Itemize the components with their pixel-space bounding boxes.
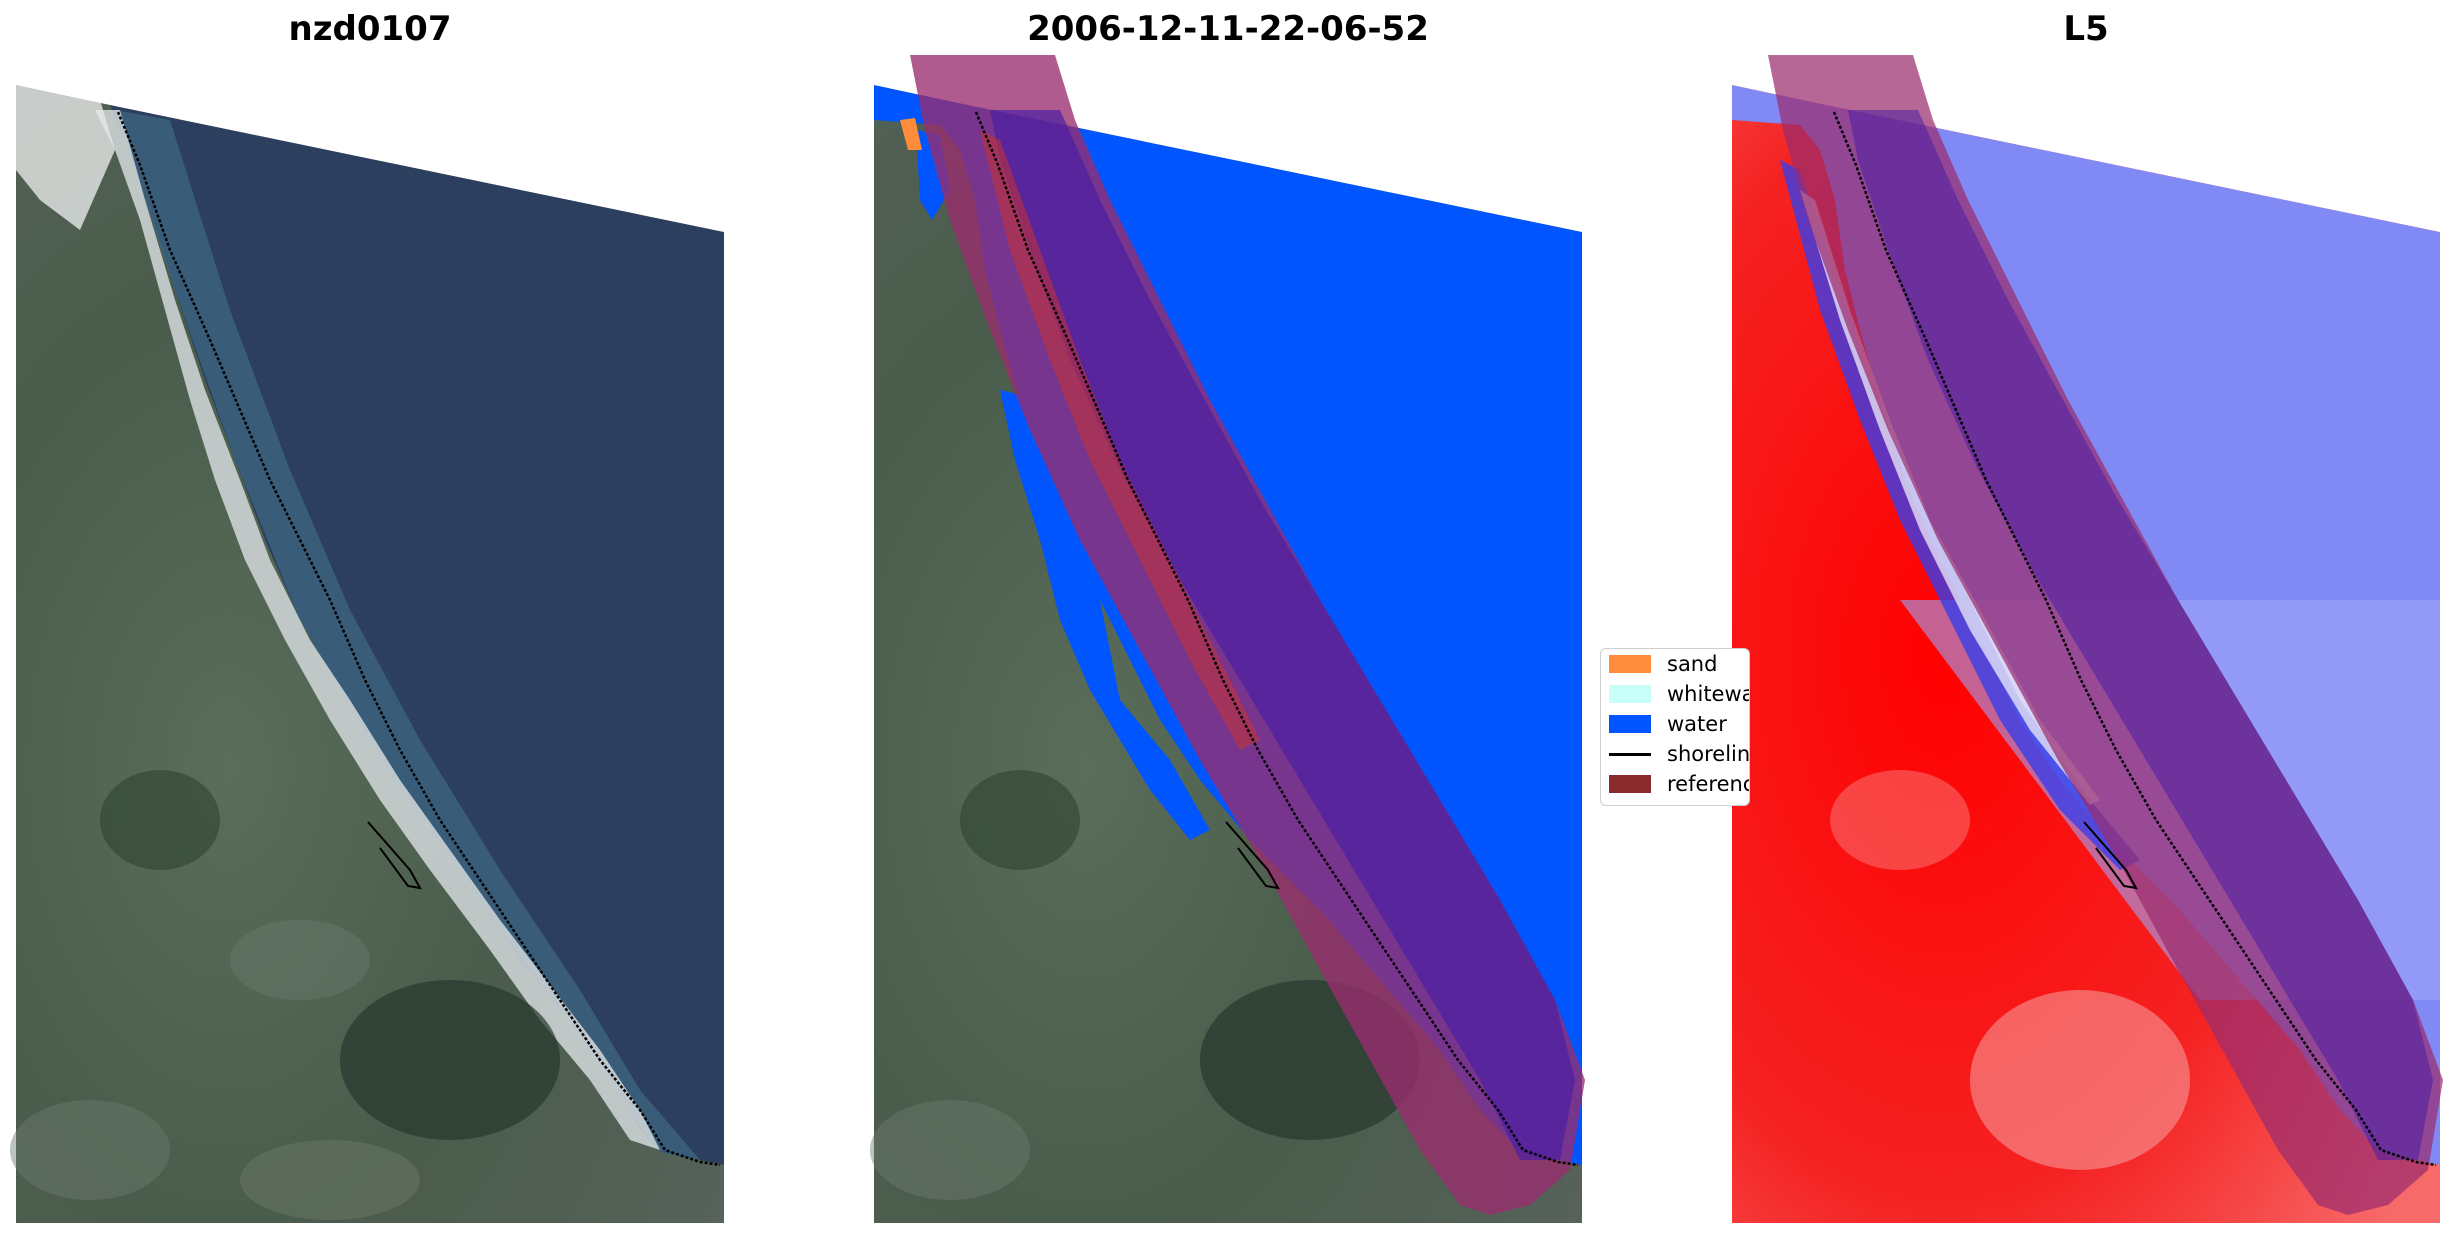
- legend-item-sand: sand: [1601, 649, 1717, 679]
- legend-label: whitewater: [1667, 682, 1749, 706]
- legend-label: sand: [1667, 652, 1718, 676]
- nearshore-water: [115, 110, 700, 1160]
- classified-panel: [870, 55, 1585, 1223]
- legend-label: water: [1667, 712, 1727, 736]
- whitewater-swatch: [1609, 685, 1651, 703]
- reference-swatch: [1609, 775, 1651, 793]
- legend-item-shoreline: shoreline: [1601, 739, 1750, 769]
- legend-item-reference: reference shoreline buffer: [1601, 769, 1749, 799]
- legend-label: reference shoreline buffer: [1667, 772, 1749, 796]
- legend-item-whitewater: whitewater: [1601, 679, 1749, 709]
- legend-item-water: water: [1601, 709, 1727, 739]
- shoreline-line-swatch: [1609, 752, 1651, 756]
- panel-title-classified: 2006-12-11-22-06-52: [1027, 9, 1429, 49]
- legend: sand whitewater water shoreline referenc…: [1600, 648, 1750, 806]
- ocean-area: [110, 105, 724, 1165]
- legend-label: shoreline: [1667, 742, 1750, 766]
- shoreline: [116, 111, 721, 1167]
- panel-title-index: L5: [2063, 9, 2109, 49]
- panel-title-rgb: nzd0107: [288, 9, 452, 49]
- sand-swatch: [1609, 655, 1651, 673]
- water-swatch: [1609, 715, 1651, 733]
- rgb-image-panel: [10, 70, 724, 1223]
- index-panel: [1732, 55, 2443, 1223]
